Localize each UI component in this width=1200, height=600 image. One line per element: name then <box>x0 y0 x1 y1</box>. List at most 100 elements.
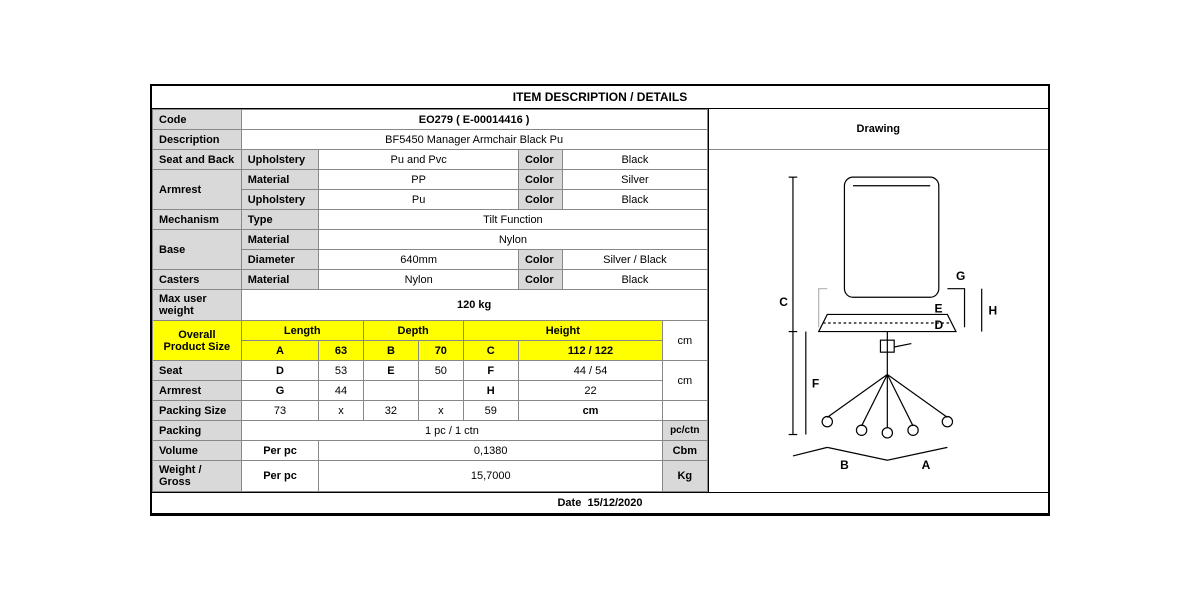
label-upholstery: Upholstery <box>241 150 319 170</box>
date-label: Date <box>557 497 581 509</box>
label-material: Material <box>241 170 319 190</box>
value-armrest-upholstery: Pu <box>319 190 519 210</box>
label-diameter: Diameter <box>241 250 319 270</box>
dim-e: 50 <box>419 361 463 381</box>
label-mechanism: Mechanism <box>153 210 242 230</box>
label-material: Material <box>241 230 319 250</box>
label-seat: Seat <box>153 361 242 381</box>
row-armrest-material: Armrest Material PP Color Silver <box>153 170 708 190</box>
date-row: Date 15/12/2020 <box>152 492 1048 514</box>
chair-svg-icon: C F G H E D B A <box>715 160 1042 486</box>
label-depth: Depth <box>363 321 463 341</box>
dim-a: 63 <box>319 341 363 361</box>
label-overall-size: Overall Product Size <box>153 321 242 361</box>
dim-letter-f: F <box>463 361 518 381</box>
value-armrest-material: PP <box>319 170 519 190</box>
label-armrest: Armrest <box>153 170 242 210</box>
dim-letter-d: D <box>241 361 319 381</box>
label-color: Color <box>518 270 562 290</box>
value-seat-back-upholstery: Pu and Pvc <box>319 150 519 170</box>
label-weight-gross: Weight / Gross <box>153 461 242 492</box>
label-max-weight: Max user weight <box>153 290 242 321</box>
dim-letter-g: G <box>241 381 319 401</box>
dim-letter-a: A <box>241 341 319 361</box>
value-seat-back-color: Black <box>563 150 707 170</box>
value-description: BF5450 Manager Armchair Black Pu <box>241 130 707 150</box>
value-base-color: Silver / Black <box>563 250 707 270</box>
label-material: Material <box>241 270 319 290</box>
row-seat-dims: Seat D 53 E 50 F 44 / 54 cm <box>153 361 708 381</box>
blank-cell <box>663 401 707 421</box>
row-base-material: Base Material Nylon <box>153 230 708 250</box>
label-description: Description <box>153 130 242 150</box>
packing-l: 73 <box>241 401 319 421</box>
unit-pc-ctn: pc/ctn <box>663 421 707 441</box>
label-base: Base <box>153 230 242 270</box>
dim-label-b: B <box>840 458 849 472</box>
label-armrest: Armrest <box>153 381 242 401</box>
date-value: 15/12/2020 <box>587 497 642 509</box>
label-per-pc: Per pc <box>241 461 319 492</box>
value-base-diameter: 640mm <box>319 250 519 270</box>
label-color: Color <box>518 250 562 270</box>
dim-c: 112 / 122 <box>518 341 662 361</box>
value-max-weight: 120 kg <box>241 290 707 321</box>
label-packing-size: Packing Size <box>153 401 242 421</box>
value-volume: 0,1380 <box>319 441 663 461</box>
label-color: Color <box>518 170 562 190</box>
value-mechanism-type: Tilt Function <box>319 210 707 230</box>
drawing-panel: Drawing <box>708 109 1048 492</box>
dim-label-e: E <box>934 302 942 316</box>
dim-label-a: A <box>921 458 930 472</box>
row-packing-size: Packing Size 73 x 32 x 59 cm <box>153 401 708 421</box>
dim-b: 70 <box>419 341 463 361</box>
row-overall-size-labels: Overall Product Size Length Depth Height… <box>153 321 708 341</box>
label-type: Type <box>241 210 319 230</box>
dim-label-g: G <box>955 269 964 283</box>
dim-d: 53 <box>319 361 363 381</box>
label-packing: Packing <box>153 421 242 441</box>
chair-drawing: C F G H E D B A <box>709 150 1048 490</box>
value-armrest-material-color: Silver <box>563 170 707 190</box>
row-seat-back: Seat and Back Upholstery Pu and Pvc Colo… <box>153 150 708 170</box>
packing-w: 32 <box>363 401 418 421</box>
spec-sheet: ITEM DESCRIPTION / DETAILS Code EO279 ( … <box>150 84 1050 516</box>
value-code: EO279 ( E-00014416 ) <box>241 110 707 130</box>
unit-cm: cm <box>663 361 707 401</box>
row-description: Description BF5450 Manager Armchair Blac… <box>153 130 708 150</box>
row-code: Code EO279 ( E-00014416 ) <box>153 110 708 130</box>
value-packing: 1 pc / 1 ctn <box>241 421 662 441</box>
sheet-title: ITEM DESCRIPTION / DETAILS <box>152 86 1048 109</box>
unit-cbm: Cbm <box>663 441 707 461</box>
label-length: Length <box>241 321 363 341</box>
label-upholstery: Upholstery <box>241 190 319 210</box>
row-weight-gross: Weight / Gross Per pc 15,7000 Kg <box>153 461 708 492</box>
packing-h: 59 <box>463 401 518 421</box>
dim-f: 44 / 54 <box>518 361 662 381</box>
row-packing: Packing 1 pc / 1 ctn pc/ctn <box>153 421 708 441</box>
spec-table: Code EO279 ( E-00014416 ) Description BF… <box>152 109 708 492</box>
dim-h: 22 <box>518 381 662 401</box>
row-max-weight: Max user weight 120 kg <box>153 290 708 321</box>
dim-label-h: H <box>988 303 997 317</box>
dim-label-d: D <box>934 318 943 332</box>
label-color: Color <box>518 150 562 170</box>
dim-label-f: F <box>811 376 818 390</box>
dim-letter-b: B <box>363 341 418 361</box>
blank-cell <box>363 381 418 401</box>
blank-cell <box>419 381 463 401</box>
row-mechanism: Mechanism Type Tilt Function <box>153 210 708 230</box>
content-area: Code EO279 ( E-00014416 ) Description BF… <box>152 109 1048 492</box>
row-armrest-dims: Armrest G 44 H 22 <box>153 381 708 401</box>
row-casters: Casters Material Nylon Color Black <box>153 270 708 290</box>
dim-label-c: C <box>779 295 788 309</box>
label-code: Code <box>153 110 242 130</box>
dim-letter-c: C <box>463 341 518 361</box>
label-color: Color <box>518 190 562 210</box>
sep-x: x <box>419 401 463 421</box>
drawing-title: Drawing <box>709 109 1048 150</box>
label-height: Height <box>463 321 663 341</box>
unit-cm: cm <box>663 321 707 361</box>
label-seat-back: Seat and Back <box>153 150 242 170</box>
value-armrest-upholstery-color: Black <box>563 190 707 210</box>
